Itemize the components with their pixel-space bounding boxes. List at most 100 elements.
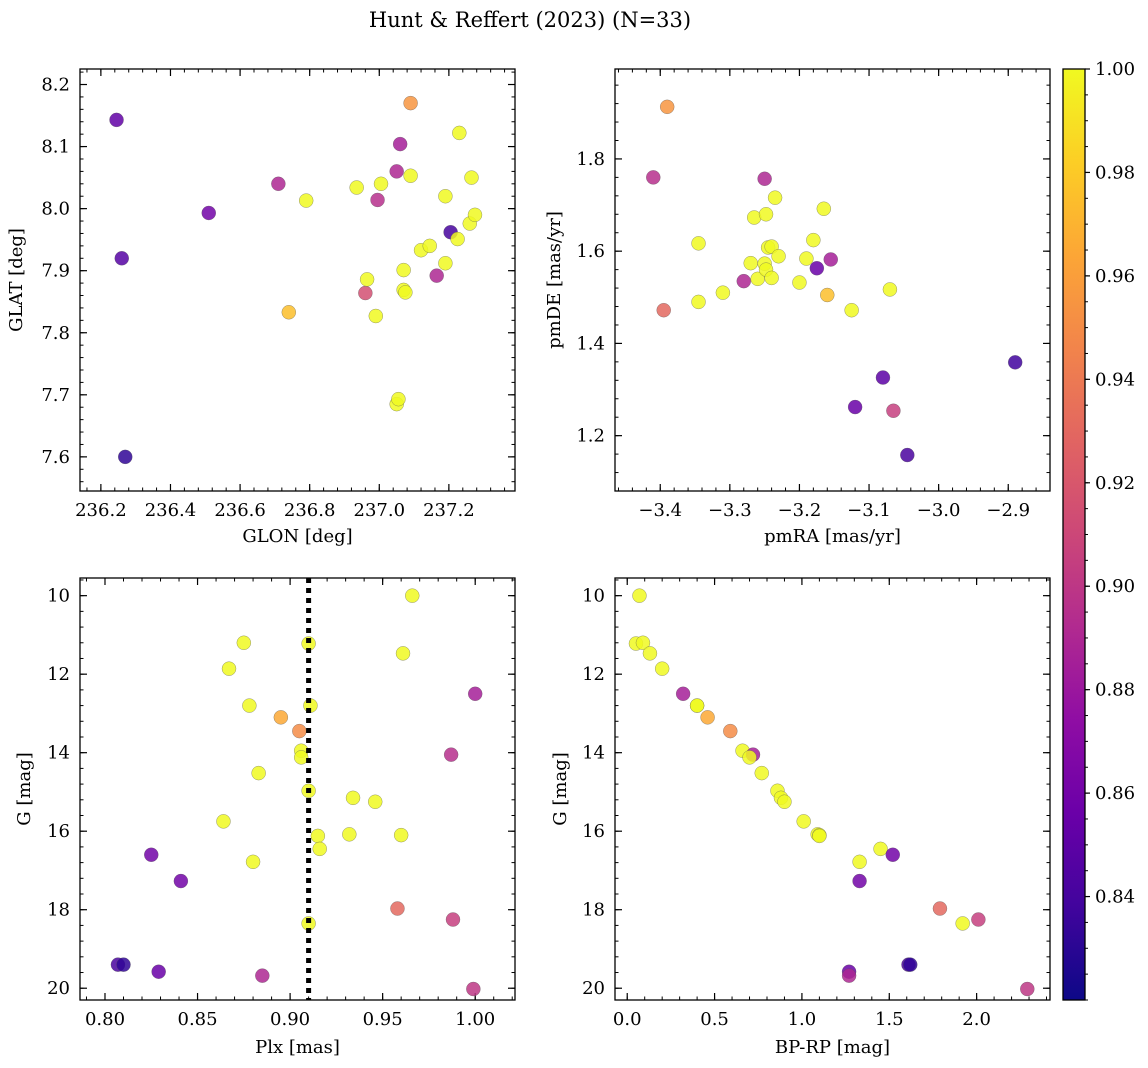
y-axis-label: G [mag]: [14, 752, 35, 825]
x-axis-label: Plx [mas]: [255, 1037, 340, 1058]
colorbar-gradient: [1063, 69, 1085, 1000]
colorbar-tick-label: 0.94: [1095, 369, 1135, 390]
y-tick-label: 14: [47, 743, 70, 764]
data-point: [398, 285, 413, 300]
y-axis-label: pmDE [mas/yr]: [544, 211, 565, 349]
data-point: [743, 255, 758, 271]
data-point: [245, 854, 261, 870]
y-tick-label: 14: [582, 743, 605, 764]
data-point: [251, 765, 266, 781]
x-tick-label: 236.8: [284, 500, 336, 521]
plot-frame: [79, 68, 516, 492]
data-point: [368, 308, 384, 324]
y-axis-label: G [mag]: [550, 752, 571, 825]
y-tick-label: 7.8: [41, 323, 70, 344]
data-point: [389, 164, 404, 179]
colorbar-tick-label: 0.84: [1095, 887, 1135, 908]
data-point: [273, 710, 289, 725]
data-point: [429, 268, 444, 283]
data-point: [403, 95, 418, 111]
data-point: [777, 794, 792, 810]
data-point: [971, 912, 986, 927]
y-tick-label: 8.1: [41, 137, 70, 158]
data-point: [452, 125, 467, 141]
data-point: [114, 251, 130, 266]
data-point: [1020, 981, 1035, 997]
data-point: [271, 176, 286, 192]
data-point: [422, 238, 437, 254]
data-point: [466, 981, 481, 997]
data-point: [900, 447, 915, 463]
data-point: [635, 635, 651, 651]
data-point: [359, 272, 375, 287]
y-tick-label: 16: [582, 821, 605, 842]
data-point: [393, 827, 409, 843]
data-point: [173, 873, 189, 889]
data-point: [852, 854, 867, 870]
y-tick-label: 8.0: [41, 199, 70, 220]
y-tick-label: 16: [47, 821, 70, 842]
x-tick-label: 1.0: [788, 1009, 817, 1030]
colorbar-tick-label: 0.86: [1095, 783, 1135, 804]
x-tick-label: −3.2: [778, 500, 822, 521]
data-point: [370, 192, 385, 208]
colorbar: 0.84 0.86 0.88 0.90 0.92 0.94 0.96 0.98 1.00: [1062, 59, 1135, 1001]
colorbar-tick-label: 0.88: [1095, 680, 1135, 701]
plot-frame: [79, 577, 516, 1001]
data-point: [405, 588, 420, 603]
x-axis-label: GLON [deg]: [242, 526, 352, 547]
data-point: [201, 205, 217, 221]
panels: 236.2 236.4 236.6 236.8 237.0 237.2 7.6 7.7 7.8 7…: [6, 68, 1051, 1058]
data-point: [955, 916, 970, 931]
data-point: [144, 847, 159, 863]
y-tick-label: 18: [582, 900, 605, 921]
data-point: [467, 686, 483, 702]
data-point: [796, 814, 811, 829]
x-axis-label: pmRA [mas/yr]: [764, 526, 901, 547]
data-area: [110, 578, 483, 1000]
data-point: [656, 302, 671, 318]
data-point: [117, 449, 133, 465]
data-point: [151, 964, 166, 979]
data-point: [445, 912, 461, 927]
data-point: [443, 747, 459, 762]
colorbar-tick-label: 0.96: [1095, 266, 1135, 287]
data-point: [281, 305, 297, 320]
y-tick-label: 18: [47, 900, 70, 921]
x-axis-label: BP-RP [mag]: [775, 1037, 890, 1058]
data-point: [700, 710, 715, 725]
data-point: [632, 588, 647, 603]
data-point: [367, 794, 383, 810]
data-point: [403, 168, 418, 183]
y-tick-label: 7.9: [41, 261, 70, 282]
data-point: [349, 180, 364, 195]
data-point: [767, 190, 783, 205]
x-tick-label: −2.9: [986, 500, 1030, 521]
data-point: [345, 790, 361, 806]
colorbar-tick-label: 1.00: [1095, 59, 1135, 80]
x-tick-label: 237.0: [354, 500, 406, 521]
y-tick-label: 7.7: [41, 385, 70, 406]
data-point: [715, 285, 731, 300]
data-point: [885, 847, 901, 863]
panel-bprp-g: 0.0 0.5 1.0 1.5 2.0 10 12 14 16 18 20 BP-RP [mag] G …: [550, 577, 1051, 1058]
figure-title: Hunt & Reffert (2023) (N=33): [369, 8, 691, 32]
x-tick-label: 2.0: [962, 1009, 991, 1030]
data-point: [902, 957, 918, 972]
x-tick-label: −3.3: [708, 500, 752, 521]
data-point: [875, 370, 891, 385]
y-tick-label: 7.6: [41, 447, 70, 468]
x-tick-label: 236.4: [145, 500, 197, 521]
data-point: [646, 170, 661, 185]
data-point: [438, 188, 453, 204]
y-tick-label: 1.4: [576, 333, 605, 354]
data-point: [298, 193, 314, 208]
y-tick-label: 20: [582, 978, 605, 999]
data-point: [886, 403, 901, 419]
panel-glon-glat: 236.2 236.4 236.6 236.8 237.0 237.2 7.6 7.7 7.8 7…: [6, 68, 516, 547]
data-point: [847, 399, 863, 415]
data-point: [844, 302, 859, 318]
data-point: [395, 646, 411, 661]
data-point: [691, 294, 706, 310]
